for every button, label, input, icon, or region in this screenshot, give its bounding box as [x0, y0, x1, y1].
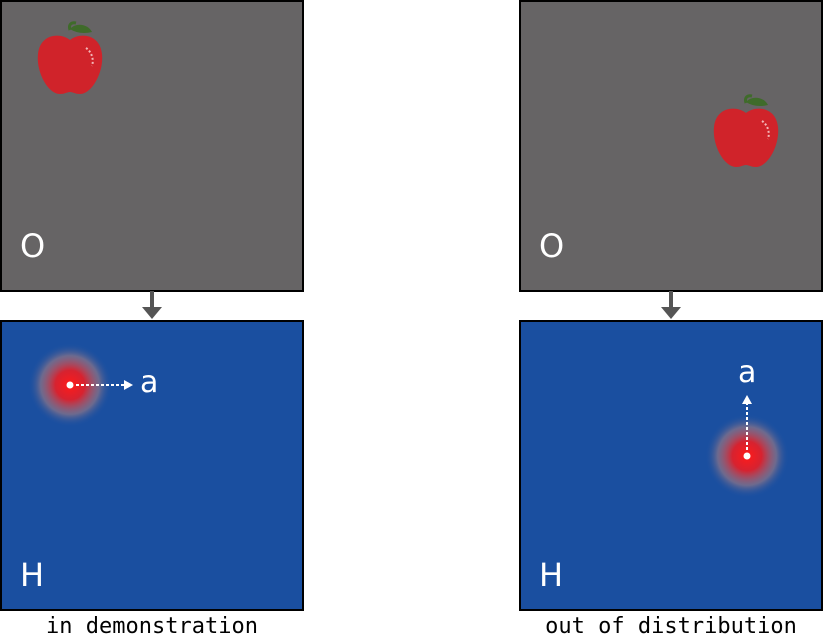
panel-in-demonstration: O a H in demonstration — [0, 0, 304, 639]
caption: out of distribution — [545, 614, 797, 639]
heatmap-panel: a H — [0, 320, 304, 611]
apple-icon — [37, 21, 103, 94]
down-arrow-icon — [661, 291, 681, 319]
down-arrow-icon — [142, 291, 162, 319]
apple-icon — [713, 94, 779, 167]
action-arrow-head — [124, 380, 133, 390]
action-arrow-head — [742, 395, 752, 404]
observation-panel: O — [519, 0, 823, 292]
observation-label: O — [539, 227, 565, 265]
action-label: a — [738, 355, 757, 390]
heatmap-panel: a H — [519, 320, 823, 611]
panel-out-of-distribution: O a H out of distribution — [519, 0, 823, 639]
action-label: a — [140, 365, 159, 400]
observation-label: O — [20, 227, 46, 265]
heatmap-label: H — [20, 556, 45, 594]
caption: in demonstration — [46, 614, 258, 639]
observation-panel: O — [0, 0, 304, 292]
hotspot-center — [66, 381, 74, 389]
hotspot-center — [743, 452, 751, 460]
heatmap-label: H — [539, 556, 564, 594]
